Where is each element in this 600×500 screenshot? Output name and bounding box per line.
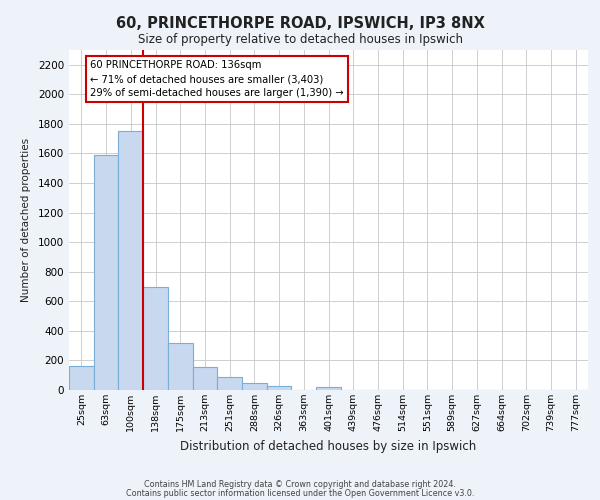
Bar [193, 367, 217, 390]
Bar [94, 155, 118, 390]
Bar [267, 386, 292, 390]
Text: Contains HM Land Registry data © Crown copyright and database right 2024.: Contains HM Land Registry data © Crown c… [144, 480, 456, 489]
X-axis label: Distribution of detached houses by size in Ipswich: Distribution of detached houses by size … [181, 440, 476, 452]
Text: Contains public sector information licensed under the Open Government Licence v3: Contains public sector information licen… [126, 489, 474, 498]
Bar [316, 387, 341, 390]
Bar [242, 382, 267, 390]
Bar [69, 366, 94, 390]
Y-axis label: Number of detached properties: Number of detached properties [21, 138, 31, 302]
Bar [118, 132, 143, 390]
Bar [143, 286, 168, 390]
Text: 60, PRINCETHORPE ROAD, IPSWICH, IP3 8NX: 60, PRINCETHORPE ROAD, IPSWICH, IP3 8NX [116, 16, 484, 32]
Bar [217, 378, 242, 390]
Text: Size of property relative to detached houses in Ipswich: Size of property relative to detached ho… [137, 32, 463, 46]
Text: 60 PRINCETHORPE ROAD: 136sqm
← 71% of detached houses are smaller (3,403)
29% of: 60 PRINCETHORPE ROAD: 136sqm ← 71% of de… [90, 60, 344, 98]
Bar [168, 344, 193, 390]
